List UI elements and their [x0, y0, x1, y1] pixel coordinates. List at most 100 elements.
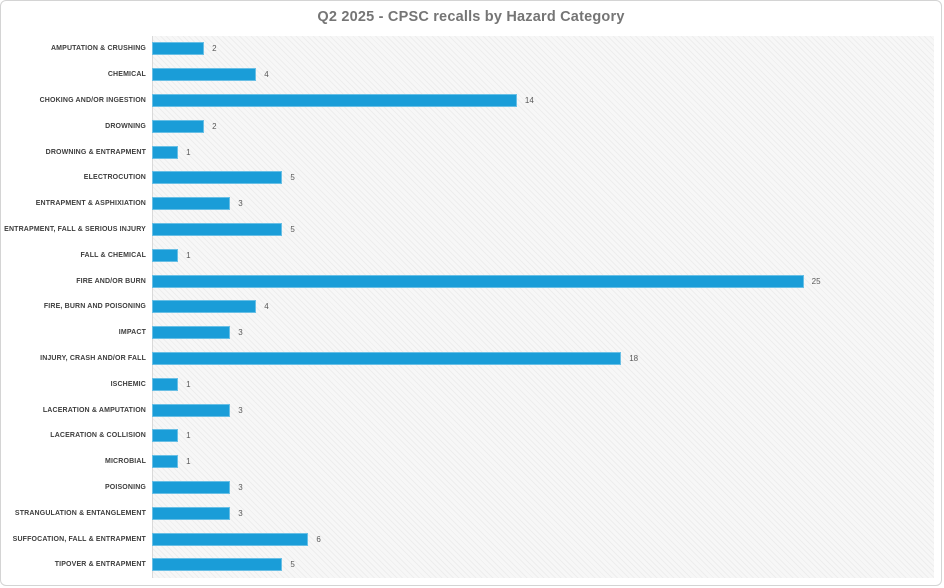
category-label: STRANGULATION & ENTANGLEMENT: [14, 509, 146, 517]
chart-row: MICROBIAL 1: [1, 449, 941, 474]
chart-row: CHEMICAL 4: [1, 62, 941, 87]
category-label: DROWNING & ENTRAPMENT: [45, 148, 146, 156]
value-label: 14: [524, 95, 534, 105]
value-label: 1: [186, 457, 191, 467]
category-label: ISCHEMIC: [110, 380, 146, 388]
chart-row: FIRE, BURN AND POISONING 4: [1, 294, 941, 319]
bar: [152, 403, 231, 417]
value-label: 1: [186, 379, 191, 389]
value-label: 3: [238, 328, 243, 338]
category-label: ELECTROCUTION: [83, 174, 146, 182]
category-label: ENTRAPMENT, FALL & SERIOUS INJURY: [4, 225, 146, 233]
chart-row: INJURY, CRASH AND/OR FALL 18: [1, 346, 941, 371]
chart-row: FALL & CHEMICAL 1: [1, 243, 941, 268]
chart-row: IMPACT 3: [1, 320, 941, 345]
bar: [152, 42, 205, 56]
bar-track: 5: [152, 552, 941, 577]
bar: [152, 377, 179, 391]
bar-track: 1: [152, 140, 941, 165]
bar-track: 5: [152, 217, 941, 242]
value-label: 1: [186, 147, 191, 157]
bar: [152, 532, 309, 546]
bar-track: 1: [152, 243, 941, 268]
bar: [152, 351, 622, 365]
bar: [152, 119, 205, 133]
bar-track: 3: [152, 398, 941, 423]
value-label: 4: [264, 70, 269, 80]
bar-track: 2: [152, 36, 941, 61]
chart-row: ENTRAPMENT & ASPHIXIATION 3: [1, 191, 941, 216]
value-label: 3: [238, 508, 243, 518]
chart-row: FIRE AND/OR BURN 25: [1, 269, 941, 294]
bar-track: 14: [152, 88, 941, 113]
value-label: 25: [811, 276, 821, 286]
chart-row: CHOKING AND/OR INGESTION 14: [1, 88, 941, 113]
bar-track: 1: [152, 423, 941, 448]
chart-row: ELECTROCUTION 5: [1, 165, 941, 190]
value-label: 4: [264, 302, 269, 312]
bar: [152, 222, 283, 236]
bar: [152, 326, 231, 340]
bar-rows: AMPUTATION & CRUSHING 2 CHEMICAL 4 CHOKING A…: [1, 36, 941, 578]
value-label: 3: [238, 199, 243, 209]
bar-track: 25: [152, 269, 941, 294]
chart-row: LACERATION & AMPUTATION 3: [1, 398, 941, 423]
plot-area: [152, 36, 934, 578]
category-label: AMPUTATION & CRUSHING: [50, 45, 146, 53]
bar: [152, 558, 283, 572]
bar: [152, 68, 257, 82]
value-label: 1: [186, 250, 191, 260]
bar-track: 3: [152, 191, 941, 216]
chart-row: DROWNING & ENTRAPMENT 1: [1, 140, 941, 165]
chart-row: SUFFOCATION, FALL & ENTRAPMENT 6: [1, 527, 941, 552]
value-label: 5: [290, 173, 295, 183]
bar: [152, 197, 231, 211]
bar-track: 6: [152, 527, 941, 552]
bar: [152, 171, 283, 185]
bar: [152, 248, 179, 262]
chart-row: ISCHEMIC 1: [1, 372, 941, 397]
value-label: 6: [316, 534, 321, 544]
bar-track: 5: [152, 165, 941, 190]
category-label: SUFFOCATION, FALL & ENTRAPMENT: [12, 535, 146, 543]
chart-row: DROWNING 2: [1, 114, 941, 139]
chart-row: LACERATION & COLLISION 1: [1, 423, 941, 448]
category-label: INJURY, CRASH AND/OR FALL: [40, 354, 146, 362]
category-label: CHEMICAL: [107, 71, 146, 79]
bar-track: 4: [152, 294, 941, 319]
bar: [152, 480, 231, 494]
bar-track: 1: [152, 372, 941, 397]
bar: [152, 274, 804, 288]
bar: [152, 506, 231, 520]
category-label: TIPOVER & ENTRAPMENT: [54, 561, 146, 569]
bar-track: 3: [152, 501, 941, 526]
bar: [152, 300, 257, 314]
bar-track: 3: [152, 320, 941, 345]
chart-title: Q2 2025 - CPSC recalls by Hazard Categor…: [317, 9, 625, 25]
category-label: CHOKING AND/OR INGESTION: [39, 96, 146, 104]
category-label: DROWNING: [105, 122, 146, 130]
value-label: 5: [290, 224, 295, 234]
bar: [152, 429, 179, 443]
category-label: FIRE, BURN AND POISONING: [43, 303, 146, 311]
value-label: 1: [186, 431, 191, 441]
bar-track: 18: [152, 346, 941, 371]
category-label: FIRE AND/OR BURN: [76, 277, 146, 285]
bar-track: 4: [152, 62, 941, 87]
value-label: 2: [212, 44, 217, 54]
category-label: MICROBIAL: [104, 458, 146, 466]
category-label: LACERATION & AMPUTATION: [42, 406, 146, 414]
category-label: ENTRAPMENT & ASPHIXIATION: [35, 200, 146, 208]
chart-row: ENTRAPMENT, FALL & SERIOUS INJURY 5: [1, 217, 941, 242]
chart-row: POISONING 3: [1, 475, 941, 500]
bar: [152, 93, 517, 107]
category-label: IMPACT: [118, 329, 146, 337]
value-label: 3: [238, 405, 243, 415]
category-label: POISONING: [104, 483, 146, 491]
bar: [152, 455, 179, 469]
value-label: 3: [238, 482, 243, 492]
bar: [152, 145, 179, 159]
bar-track: 2: [152, 114, 941, 139]
bar-track: 1: [152, 449, 941, 474]
